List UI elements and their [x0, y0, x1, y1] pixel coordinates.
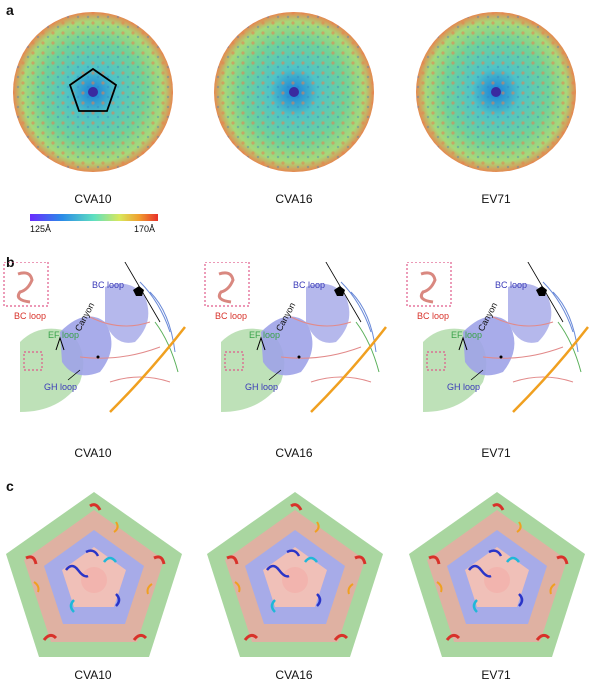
caption-b-cva10: CVA10 — [74, 446, 112, 460]
panel-letter-b: b — [6, 254, 15, 270]
capsid-cva10 — [13, 12, 173, 172]
panel-a-figure — [13, 12, 576, 221]
panel-c-figure — [4, 490, 587, 659]
caption-c-ev71: EV71 — [481, 668, 511, 682]
colorbar-min-label: 125Å — [30, 224, 52, 234]
caption-a-cva10: CVA10 — [74, 192, 112, 206]
gh-loop-label: GH loop — [245, 382, 278, 392]
caption-b-ev71: EV71 — [481, 446, 511, 460]
capsid-cva16 — [214, 12, 374, 172]
bc-loop-label: BC loop — [92, 280, 124, 290]
gh-loop-label: GH loop — [447, 382, 480, 392]
panel-b-figure: BC loop EF loop BC loop GH loop Canyon B… — [2, 262, 590, 414]
caption-b-cva16: CVA16 — [275, 446, 313, 460]
bc-loop-label: BC loop — [293, 280, 325, 290]
ef-loop-label: EF loop — [451, 330, 482, 340]
pentamer-outline — [68, 67, 118, 112]
capsid-ev71 — [416, 12, 576, 172]
colorbar-max-label: 170Å — [134, 224, 156, 234]
ef-loop-label: EF loop — [48, 330, 79, 340]
ef-loop-label: EF loop — [249, 330, 280, 340]
caption-c-cva10: CVA10 — [74, 668, 112, 682]
caption-a-ev71: EV71 — [481, 192, 511, 206]
radius-colorbar — [30, 214, 158, 221]
panel-letter-a: a — [6, 2, 14, 18]
bc-loop-label-inset: BC loop — [215, 311, 247, 321]
bc-loop-label-inset: BC loop — [14, 311, 46, 321]
caption-a-cva16: CVA16 — [275, 192, 313, 206]
caption-c-cva16: CVA16 — [275, 668, 313, 682]
gh-loop-label: GH loop — [44, 382, 77, 392]
bc-loop-label-inset: BC loop — [417, 311, 449, 321]
bc-loop-label: BC loop — [495, 280, 527, 290]
panel-letter-c: c — [6, 478, 14, 494]
